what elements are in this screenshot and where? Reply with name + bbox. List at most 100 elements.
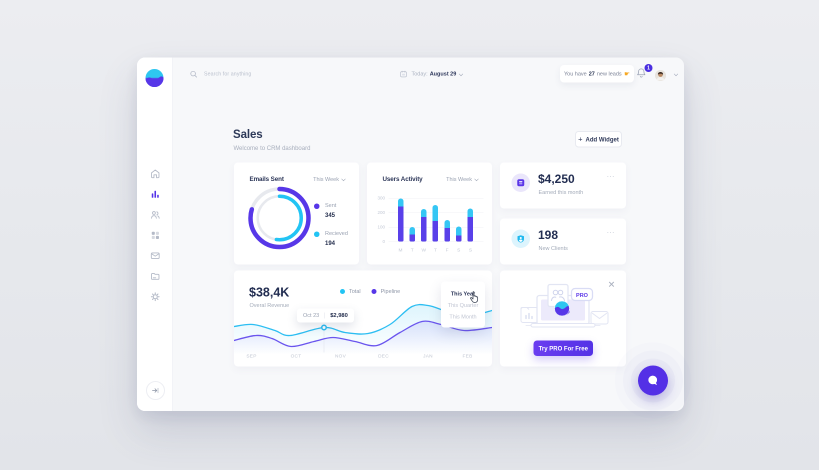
promo-card: PRO Try PRO For Free (500, 270, 626, 367)
legend-label: Sent (325, 202, 337, 209)
card-menu-button[interactable]: ... (606, 226, 615, 235)
search-input[interactable]: Search for anything (190, 58, 251, 91)
bar (409, 227, 415, 242)
legend-value: 194 (325, 239, 336, 247)
card-title: Emails Sent (249, 175, 284, 183)
legend-dot (314, 203, 320, 209)
account-chevron-icon[interactable] (675, 72, 679, 76)
pointing-hand-icon: ☛ (624, 70, 630, 78)
leads-count: 27 (588, 70, 595, 77)
card-menu-button[interactable]: ... (606, 170, 615, 179)
home-icon (150, 169, 160, 179)
page-title: Sales (233, 127, 263, 141)
topbar: Search for anything Today: August 29 You… (173, 58, 684, 91)
revenue-card: $38,4K Overal Revenue Total Pipeline SEP O… (234, 270, 492, 367)
x-axis-label: T (410, 247, 414, 254)
try-pro-button[interactable]: Try PRO For Free (533, 340, 593, 356)
y-axis-label: 0 (382, 239, 385, 244)
activity-bar-chart: 300 200 100 0 M T W T F S S (367, 163, 492, 265)
revenue-value: $38,4K (249, 285, 290, 300)
chat-icon (648, 375, 658, 386)
search-placeholder: Search for anything (204, 71, 252, 77)
grid-line (388, 198, 484, 199)
x-axis-label: DEC (378, 353, 389, 360)
period-dropdown-menu: This Year This Quarter This Month (441, 281, 485, 328)
bell-icon (637, 68, 646, 78)
mail-icon (150, 252, 160, 260)
bar-segment-top (421, 208, 427, 217)
plus-icon: + (578, 135, 583, 144)
sidebar-item-home[interactable] (137, 164, 173, 185)
earned-stat-card: $4,250 Earned this month ... (500, 162, 626, 209)
legend-dot (314, 231, 320, 237)
logout-button[interactable] (146, 381, 165, 400)
revenue-label: Overal Revenue (249, 302, 290, 309)
chat-fab-button[interactable] (638, 365, 668, 396)
app-logo[interactable] (145, 69, 164, 87)
legend-label: Total (349, 288, 361, 295)
search-icon (190, 70, 197, 78)
date-value: August 29 (429, 71, 457, 77)
x-axis-label: S (468, 247, 472, 254)
sidebar-item-analytics[interactable] (137, 184, 173, 205)
tooltip-value: $2,980 (330, 312, 348, 319)
tooltip-date: Oct 23 (303, 312, 326, 319)
clients-stat-card: 198 New Clients ... (500, 218, 626, 265)
legend-label: Recieved (325, 230, 348, 237)
hand-cursor-icon (470, 291, 479, 303)
legend-dot (371, 289, 377, 294)
bar-segment-bottom (467, 216, 474, 242)
period-label: This Week (313, 176, 339, 183)
dropdown-option[interactable]: This Month (449, 313, 477, 320)
notifications-button[interactable]: 1 (636, 64, 653, 83)
emails-period-dropdown[interactable]: This Week (313, 177, 346, 183)
new-leads-button[interactable]: You have 27 new leads ☛ (560, 65, 634, 83)
bar-segment-bottom (444, 228, 450, 242)
grid-line (388, 241, 484, 242)
analytics-icon (151, 190, 159, 198)
pro-badge-text: PRO (576, 293, 589, 299)
bar-segment-top (444, 220, 450, 229)
add-widget-button[interactable]: + Add Widget (575, 131, 622, 148)
y-axis-label: 100 (377, 224, 385, 230)
users-icon (150, 211, 160, 219)
logout-icon (152, 387, 159, 394)
legend-item: Recieved 194 (314, 231, 348, 247)
client-icon (511, 229, 530, 248)
activity-period-dropdown[interactable]: This Week (446, 177, 479, 183)
x-axis-label: S (457, 247, 461, 254)
sidebar-item-users[interactable] (137, 205, 173, 226)
card-title: Users Activity (382, 175, 423, 183)
legend-item: Total (340, 289, 361, 295)
sidebar (137, 57, 173, 411)
x-axis-label: SEP (246, 353, 257, 360)
date-prefix: Today: (411, 71, 428, 77)
revenue-legend: Total Pipeline (340, 289, 411, 295)
bar-segment-top (456, 226, 462, 236)
legend-item: Sent 345 (314, 203, 348, 219)
bar-segment-bottom (456, 235, 462, 242)
date-selector[interactable]: Today: August 29 (400, 58, 463, 91)
bar-segment-bottom (421, 216, 427, 242)
bar (397, 198, 404, 242)
page-subtitle: Welcome to CRM dashboard (233, 144, 311, 152)
chart-tooltip: Oct 23 $2,980 (297, 308, 354, 323)
wallet-icon (511, 173, 530, 192)
sidebar-item-documents[interactable] (137, 266, 173, 287)
x-axis-label: F (445, 247, 449, 254)
sidebar-item-settings[interactable] (137, 287, 173, 308)
notification-badge: 1 (644, 64, 653, 72)
x-axis-label: FEB (462, 353, 473, 360)
avatar[interactable] (655, 70, 666, 81)
folder-icon (150, 272, 160, 280)
sidebar-item-apps[interactable] (137, 225, 173, 246)
sidebar-item-mail[interactable] (137, 246, 173, 267)
dropdown-option[interactable]: This Year (450, 290, 476, 297)
dropdown-option[interactable]: This Quarter (447, 302, 479, 309)
promo-illustration: PRO (520, 283, 609, 328)
sidebar-nav (137, 164, 173, 308)
grid-icon (151, 231, 159, 239)
users-activity-card: Users Activity This Week 300 200 100 0 M T … (367, 162, 492, 265)
x-axis-label: OCT (290, 353, 302, 360)
